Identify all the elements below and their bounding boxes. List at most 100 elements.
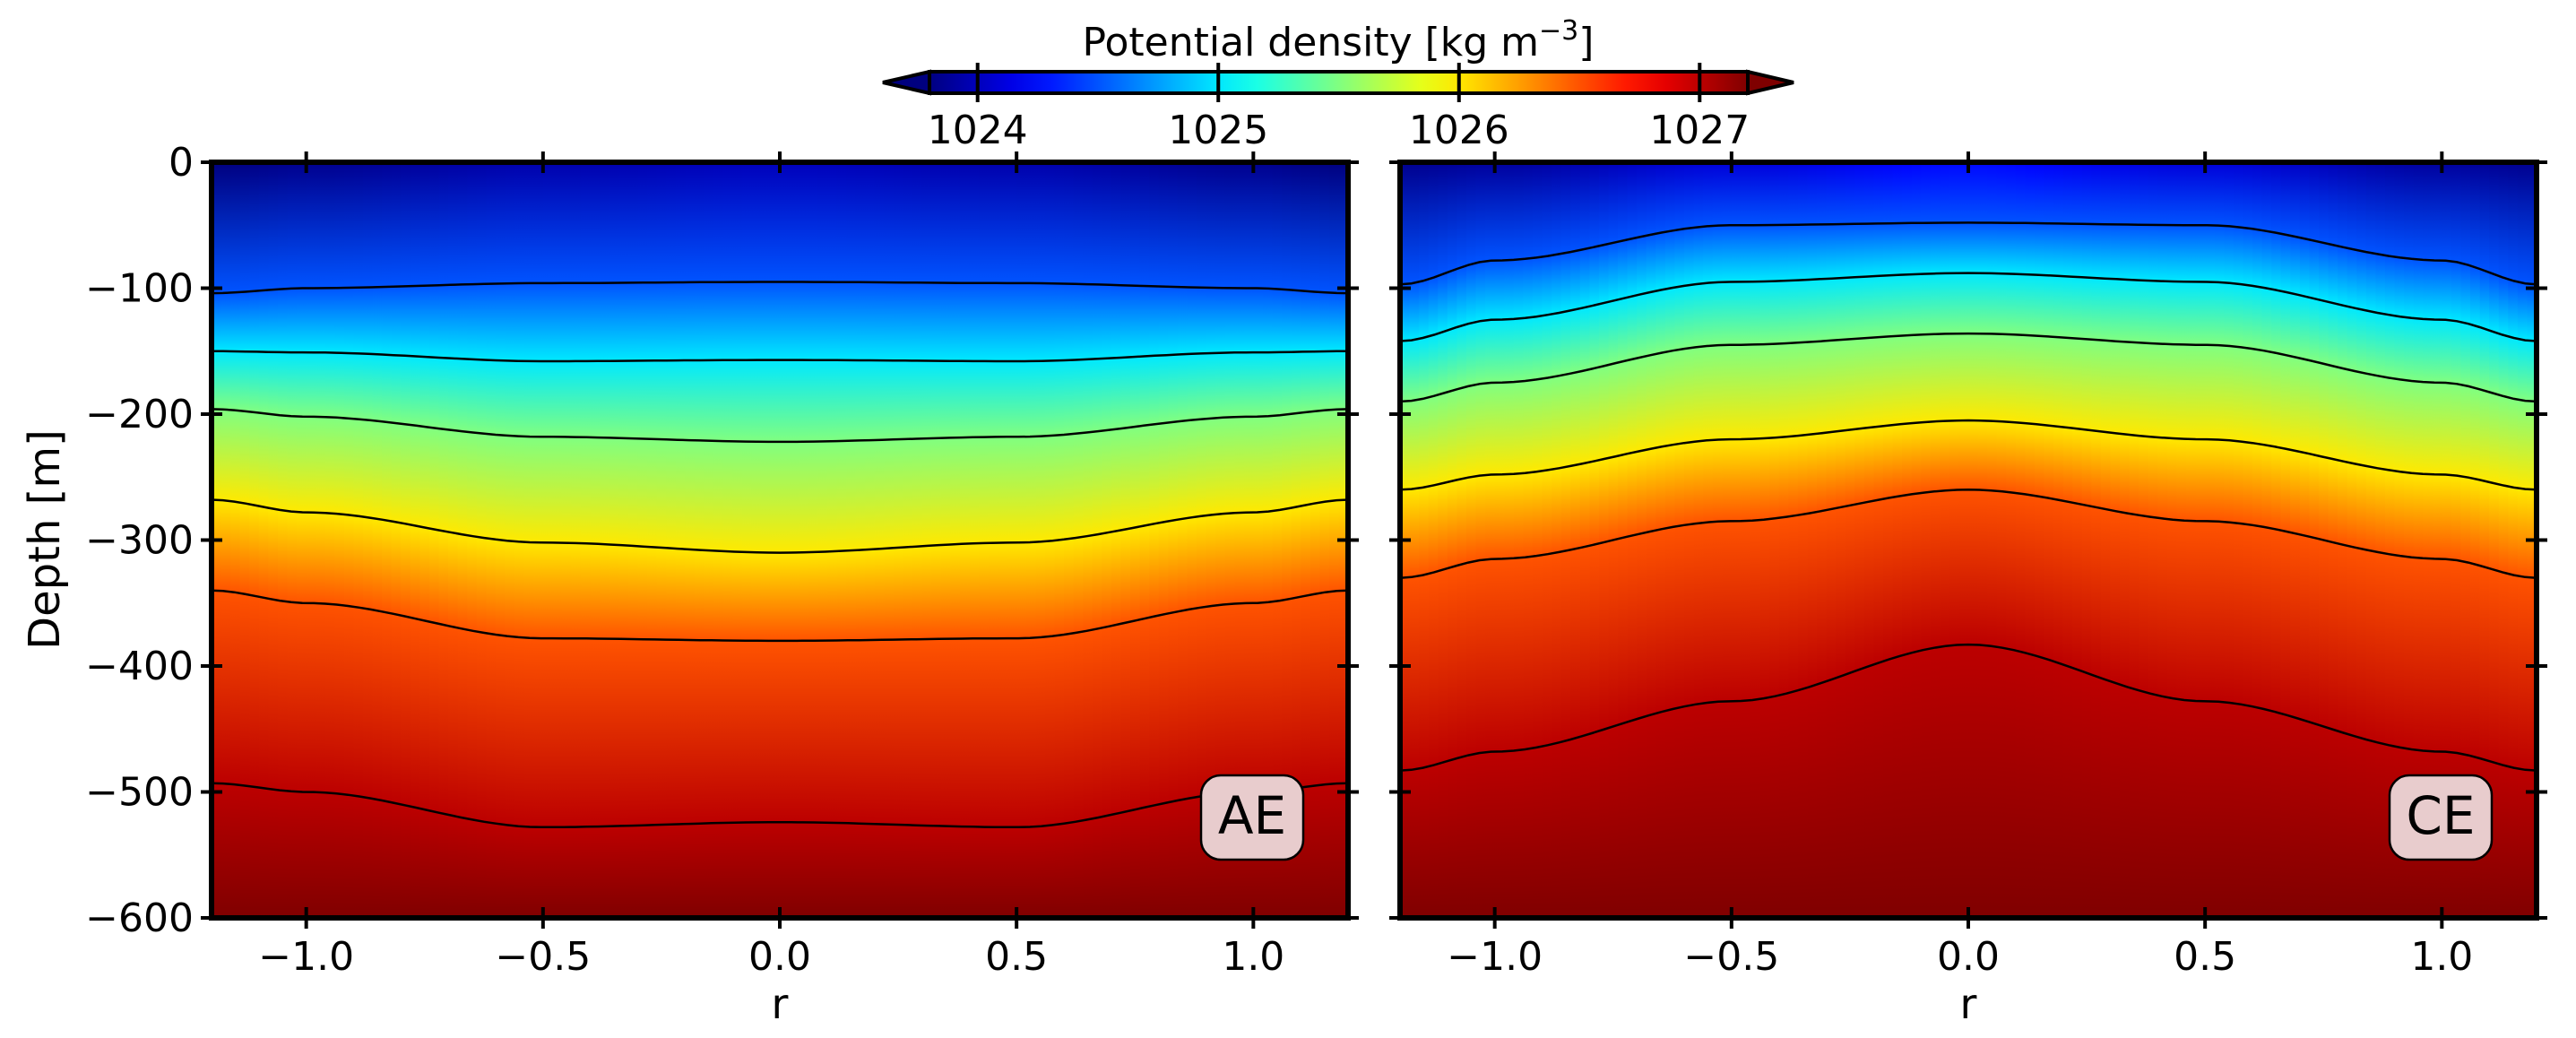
density-strip <box>1485 162 1496 918</box>
density-strip <box>1996 162 2008 918</box>
density-strip <box>1921 162 1932 918</box>
density-strip <box>1664 162 1676 918</box>
density-strip <box>865 162 876 918</box>
density-strip <box>1637 162 1647 918</box>
density-strip <box>647 162 658 918</box>
density-strip <box>751 162 762 918</box>
density-strip <box>1513 162 1525 918</box>
density-strip <box>656 162 667 918</box>
density-strip <box>2261 162 2272 918</box>
density-strip <box>2015 162 2027 918</box>
panel-ae-xlabel: r <box>772 980 789 1028</box>
density-strip <box>1759 162 1770 918</box>
density-strip <box>2025 162 2036 918</box>
density-strip <box>590 162 601 918</box>
density-strip <box>1532 162 1543 918</box>
density-strip <box>2166 162 2178 918</box>
contour-line-1025 <box>1400 272 2537 342</box>
density-strip <box>1977 162 1988 918</box>
density-strip <box>2034 162 2045 918</box>
density-strip <box>1224 162 1235 918</box>
density-strip <box>2139 162 2149 918</box>
density-strip <box>694 162 705 918</box>
density-strip <box>2365 162 2377 918</box>
density-strip <box>486 162 497 918</box>
density-strip <box>268 162 279 918</box>
density-strip <box>1807 162 1818 918</box>
density-strip <box>429 162 440 918</box>
density-strip <box>1016 162 1027 918</box>
density-strip <box>741 162 753 918</box>
density-strip <box>2460 162 2471 918</box>
contour-line-1026.5 <box>212 589 1348 643</box>
y-tick-label: −100 <box>85 266 194 312</box>
density-strip <box>855 162 866 918</box>
density-strip <box>1797 162 1809 918</box>
density-strip <box>2508 162 2519 918</box>
density-strip <box>2006 162 2017 918</box>
density-strip <box>1598 162 1610 918</box>
panel-ae-label: AE <box>1218 785 1286 846</box>
density-strip <box>1741 162 1751 918</box>
panel-ae-ticks: −1.0 −0.5 0.0 0.5 1.0 0 −100 −200 −300 −400 −500 −6… <box>85 140 1359 980</box>
density-strip <box>1120 162 1131 918</box>
density-strip <box>1187 162 1197 918</box>
density-strip <box>523 162 535 918</box>
density-strip <box>1419 162 1430 918</box>
density-strip <box>1836 162 1846 918</box>
density-strip <box>2072 162 2083 918</box>
density-strip <box>770 162 781 918</box>
density-strip <box>1987 162 1998 918</box>
density-strip <box>675 162 687 918</box>
density-strip <box>2186 162 2197 918</box>
density-strip <box>391 162 402 918</box>
density-strip <box>1618 162 1629 918</box>
density-strip <box>2432 162 2443 918</box>
density-strip <box>1409 162 1420 918</box>
density-strip <box>1102 162 1112 918</box>
density-strip <box>1693 162 1704 918</box>
density-strip <box>316 162 326 918</box>
density-strip <box>2404 162 2415 918</box>
density-strip <box>1589 162 1600 918</box>
density-strip <box>1196 162 1207 918</box>
colorbar-tick-label: 1024 <box>928 108 1028 153</box>
density-strip <box>1092 162 1103 918</box>
density-strip <box>1494 162 1506 918</box>
colorbar-extend-low <box>882 69 931 96</box>
density-strip <box>1064 162 1075 918</box>
density-strip <box>1129 162 1141 918</box>
density-strip <box>637 162 648 918</box>
density-strip <box>978 162 990 918</box>
density-strip <box>410 162 421 918</box>
density-strip <box>988 162 998 918</box>
density-strip <box>713 162 724 918</box>
contour-line-1026 <box>212 498 1348 554</box>
density-strip <box>2338 162 2348 918</box>
y-axis-label: Depth [m] <box>20 429 70 650</box>
density-strip <box>780 162 791 918</box>
panel-ce-xlabel: r <box>1960 980 1977 1028</box>
density-strip <box>1328 162 1340 918</box>
density-strip <box>1262 162 1274 918</box>
panel-ae-density-field <box>212 162 1348 918</box>
density-strip <box>1243 162 1255 918</box>
density-strip <box>1769 162 1780 918</box>
density-strip <box>2271 162 2282 918</box>
density-strip <box>372 162 383 918</box>
density-strip <box>419 162 430 918</box>
panel-ae-badge-box <box>1199 774 1305 861</box>
density-strip <box>1882 162 1894 918</box>
density-strip <box>277 162 289 918</box>
density-strip <box>2205 162 2216 918</box>
panel-ce-label: CE <box>2406 785 2475 846</box>
density-strip <box>2252 162 2263 918</box>
density-strip <box>2148 162 2159 918</box>
density-strip <box>1863 162 1875 918</box>
colorbar-tick-label: 1027 <box>1649 108 1750 153</box>
density-strip <box>2517 162 2528 918</box>
density-strip <box>2110 162 2121 918</box>
density-strip <box>1579 162 1591 918</box>
y-tick-label: 0 <box>169 140 194 186</box>
